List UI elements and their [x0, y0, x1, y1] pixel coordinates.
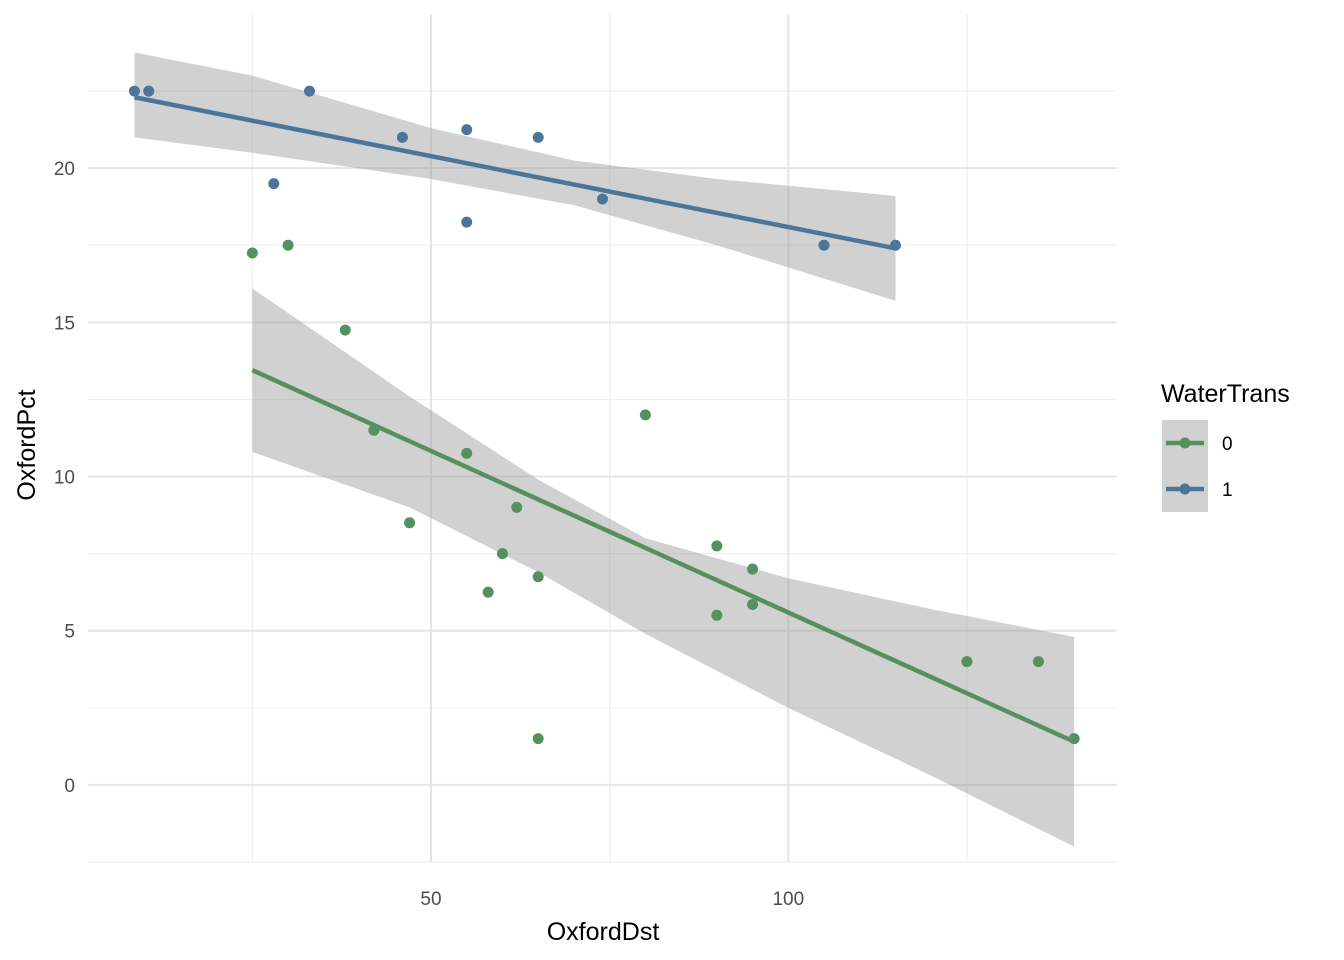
x-tick-label: 100: [772, 889, 804, 910]
y-axis-title: OxfordPct: [13, 389, 41, 500]
y-tick-label: 10: [54, 468, 75, 489]
point-series-1: [461, 216, 473, 228]
point-series-0: [246, 247, 258, 259]
fit-line-0: [251, 368, 1076, 744]
point-series-1: [597, 193, 608, 205]
legend: WaterTrans 0 1: [1161, 380, 1290, 512]
point-series-0: [532, 733, 544, 745]
point-series-1: [461, 124, 473, 136]
fit-line-1: [134, 95, 896, 251]
point-series-1: [532, 131, 544, 143]
point-series-1: [818, 239, 830, 251]
data-points: [128, 85, 1080, 745]
y-tick-label: 5: [64, 622, 75, 643]
confidence-ribbon-0: [252, 288, 1075, 847]
fit-lines: [134, 95, 1076, 744]
grid-minor: [88, 14, 1117, 863]
point-series-1: [889, 239, 901, 251]
point-series-1: [396, 131, 408, 143]
point-series-0: [511, 501, 523, 513]
point-series-0: [1032, 656, 1044, 668]
x-axis-title: OxfordDst: [547, 918, 660, 946]
point-series-0: [496, 548, 508, 560]
point-series-0: [711, 540, 723, 552]
y-tick-label: 20: [54, 159, 75, 180]
point-series-0: [532, 571, 544, 583]
point-series-0: [961, 656, 973, 668]
point-series-0: [482, 586, 494, 598]
point-series-0: [639, 409, 651, 421]
grid-major: [88, 14, 1117, 862]
legend-key-point-0: [1179, 437, 1191, 449]
point-series-0: [404, 517, 416, 529]
point-series-0: [747, 599, 759, 611]
point-series-1: [143, 85, 155, 97]
point-series-1: [268, 178, 280, 190]
point-series-0: [711, 609, 723, 621]
point-series-0: [368, 424, 380, 436]
x-tick-labels: 50 100: [420, 889, 804, 910]
point-series-1: [128, 85, 140, 97]
legend-title: WaterTrans: [1161, 380, 1290, 408]
confidence-ribbons: [134, 52, 1075, 847]
legend-label-1: 1: [1222, 480, 1233, 501]
x-tick-label: 50: [420, 889, 441, 910]
point-series-1: [304, 85, 316, 97]
legend-label-0: 0: [1222, 434, 1233, 455]
point-series-0: [339, 324, 351, 336]
y-tick-label: 15: [54, 313, 75, 334]
point-series-0: [282, 239, 294, 251]
legend-key-point-1: [1179, 483, 1191, 495]
point-series-0: [461, 447, 473, 459]
confidence-ribbon-1: [134, 52, 896, 301]
point-series-0: [747, 563, 759, 575]
point-series-0: [1068, 733, 1080, 745]
y-tick-label: 0: [64, 776, 75, 797]
y-tick-labels: 0 5 10 15 20: [54, 159, 75, 797]
